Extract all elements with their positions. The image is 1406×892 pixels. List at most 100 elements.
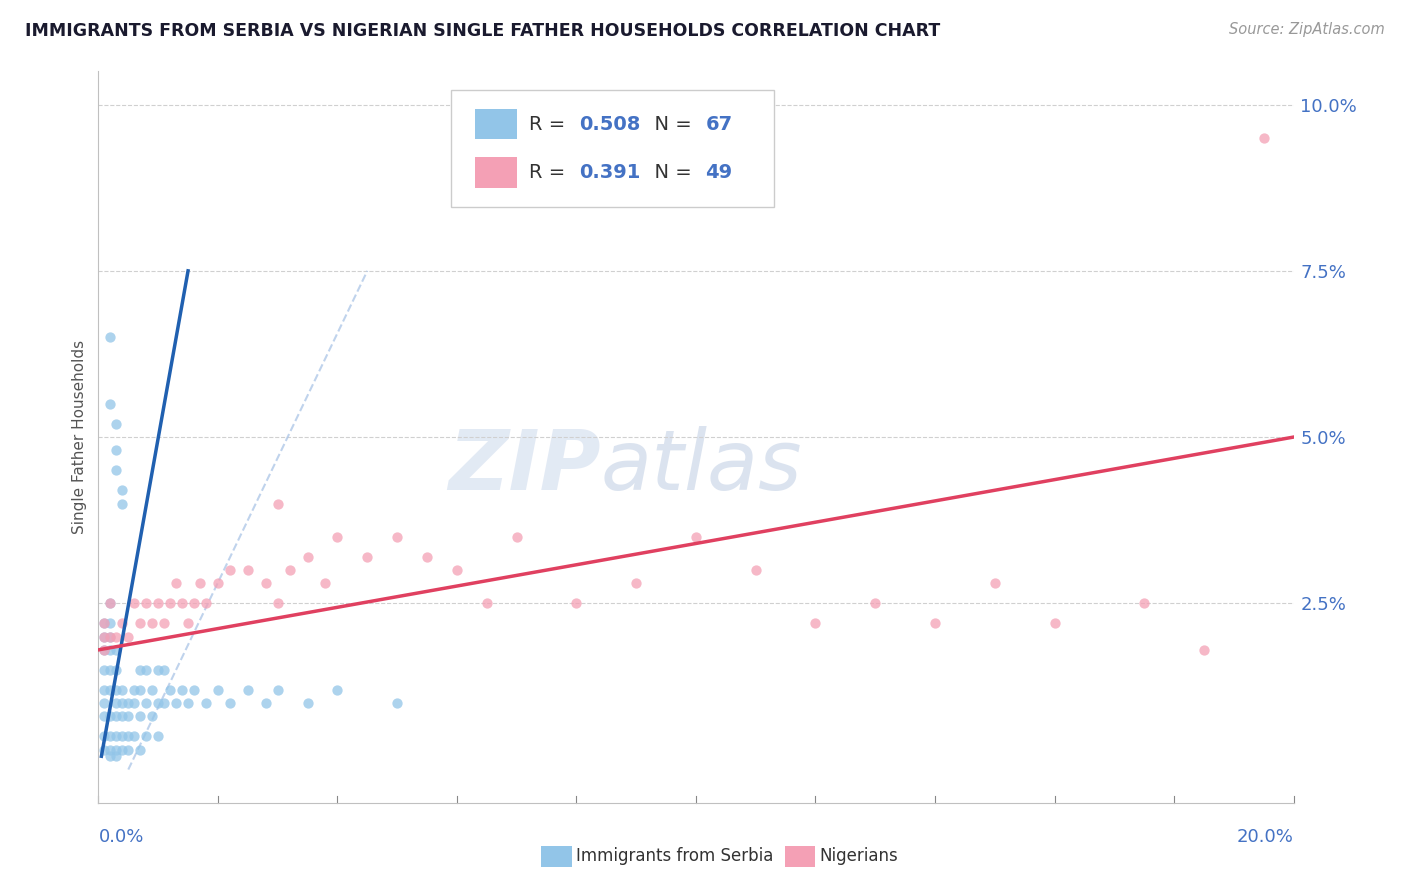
Point (105, 709, 128, 723)
Point (93, 643, 115, 657)
Point (315, 576, 337, 591)
Point (236, 563, 259, 577)
Point (135, 663, 157, 677)
Point (1192, 643, 1215, 657)
Point (188, 576, 211, 591)
Point (219, 563, 242, 577)
Point (93, 709, 115, 723)
Point (105, 630, 128, 644)
Point (117, 696, 139, 710)
Point (111, 682, 134, 697)
Point (267, 497, 290, 511)
Point (385, 696, 409, 710)
Point (129, 742, 152, 756)
Text: Nigerians: Nigerians (820, 847, 898, 865)
Point (177, 696, 200, 710)
Point (105, 663, 128, 677)
Text: Source: ZipAtlas.com: Source: ZipAtlas.com (1229, 22, 1385, 37)
Point (93, 630, 115, 644)
Point (506, 530, 529, 544)
Point (93, 630, 115, 644)
FancyBboxPatch shape (451, 90, 773, 207)
Point (124, 596, 146, 610)
Text: R =: R = (529, 163, 571, 182)
Point (195, 696, 218, 710)
Text: 20.0%: 20.0% (1237, 828, 1294, 846)
Point (297, 696, 319, 710)
Point (98, 682, 122, 697)
Point (297, 549, 319, 564)
Point (326, 682, 349, 697)
Point (183, 682, 205, 697)
Point (475, 596, 498, 610)
Point (93, 616, 115, 631)
Point (195, 596, 218, 610)
Point (254, 696, 277, 710)
Point (236, 682, 259, 697)
Point (141, 616, 163, 631)
Point (105, 729, 128, 743)
Point (135, 696, 157, 710)
Point (98, 630, 122, 644)
Point (98, 596, 122, 610)
Point (117, 630, 139, 644)
Text: N =: N = (643, 163, 699, 182)
Point (98, 709, 122, 723)
Point (98, 663, 122, 677)
Point (153, 663, 176, 677)
Point (98, 643, 122, 657)
Text: 0.391: 0.391 (579, 163, 640, 182)
Point (129, 616, 152, 631)
Point (111, 696, 134, 710)
Point (745, 563, 768, 577)
Text: IMMIGRANTS FROM SERBIA VS NIGERIAN SINGLE FATHER HOUSEHOLDS CORRELATION CHART: IMMIGRANTS FROM SERBIA VS NIGERIAN SINGL… (25, 22, 941, 40)
Point (385, 530, 409, 544)
Point (105, 443, 128, 458)
Point (565, 596, 588, 610)
Point (153, 696, 176, 710)
Point (804, 616, 827, 631)
Point (159, 596, 181, 610)
Point (148, 696, 170, 710)
Text: Immigrants from Serbia: Immigrants from Serbia (576, 847, 773, 865)
Point (98, 616, 122, 631)
Point (865, 596, 887, 610)
Point (93, 616, 115, 631)
Point (219, 696, 242, 710)
Point (98, 742, 122, 756)
Text: ZIP: ZIP (447, 425, 600, 507)
Point (124, 682, 146, 697)
Text: R =: R = (529, 114, 571, 134)
Point (93, 696, 115, 710)
Point (165, 696, 187, 710)
Point (267, 596, 290, 610)
Point (153, 616, 176, 631)
Point (356, 549, 378, 564)
Point (124, 729, 146, 743)
Point (148, 729, 170, 743)
Point (254, 576, 277, 591)
Point (105, 463, 128, 477)
Point (165, 576, 187, 591)
Point (207, 682, 229, 697)
Point (278, 563, 301, 577)
Point (207, 576, 229, 591)
Point (98, 729, 122, 743)
Y-axis label: Single Father Households: Single Father Households (72, 340, 87, 534)
Point (111, 483, 134, 498)
Point (105, 742, 128, 756)
Point (111, 742, 134, 756)
Point (141, 682, 163, 697)
Point (183, 596, 205, 610)
Point (105, 749, 128, 764)
Point (172, 682, 194, 697)
Point (124, 696, 146, 710)
Point (177, 616, 200, 631)
Point (105, 696, 128, 710)
Point (446, 563, 468, 577)
Text: 0.508: 0.508 (579, 114, 640, 134)
Point (148, 663, 170, 677)
Text: 67: 67 (706, 114, 733, 134)
Point (172, 596, 194, 610)
Point (117, 729, 139, 743)
